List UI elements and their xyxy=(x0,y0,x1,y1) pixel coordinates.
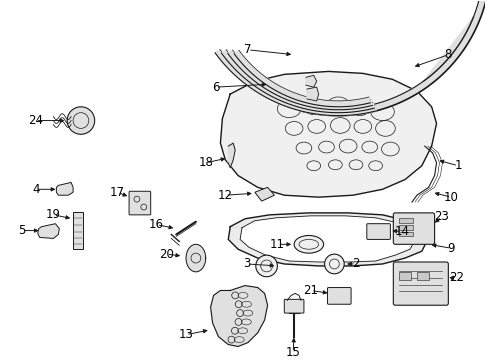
Text: 23: 23 xyxy=(433,210,448,223)
Bar xyxy=(398,218,412,223)
Text: 17: 17 xyxy=(110,186,124,199)
Polygon shape xyxy=(56,183,73,195)
Text: 20: 20 xyxy=(159,248,174,261)
Text: 5: 5 xyxy=(18,224,26,237)
Polygon shape xyxy=(227,50,371,110)
FancyBboxPatch shape xyxy=(392,213,434,244)
Text: 24: 24 xyxy=(28,114,43,127)
Text: 16: 16 xyxy=(149,218,164,231)
Bar xyxy=(398,272,410,280)
Bar xyxy=(73,212,83,249)
Text: 4: 4 xyxy=(32,183,40,196)
Text: 15: 15 xyxy=(285,346,300,359)
FancyBboxPatch shape xyxy=(327,288,350,304)
Polygon shape xyxy=(228,143,235,168)
Bar xyxy=(416,272,428,280)
Text: 2: 2 xyxy=(351,257,359,270)
Text: 19: 19 xyxy=(46,208,61,221)
FancyBboxPatch shape xyxy=(129,191,150,215)
FancyBboxPatch shape xyxy=(366,224,389,239)
Ellipse shape xyxy=(293,235,323,253)
FancyBboxPatch shape xyxy=(392,262,447,305)
Polygon shape xyxy=(300,0,485,116)
Text: 21: 21 xyxy=(303,284,318,297)
Text: 13: 13 xyxy=(178,328,193,341)
Polygon shape xyxy=(228,213,426,266)
Polygon shape xyxy=(221,50,373,113)
Text: 12: 12 xyxy=(217,189,232,202)
Circle shape xyxy=(255,255,277,277)
Text: 3: 3 xyxy=(243,257,250,270)
FancyBboxPatch shape xyxy=(284,299,304,313)
Polygon shape xyxy=(306,87,318,101)
Polygon shape xyxy=(254,187,274,201)
Polygon shape xyxy=(210,285,267,346)
Polygon shape xyxy=(186,244,205,272)
Text: 11: 11 xyxy=(269,238,285,251)
Polygon shape xyxy=(423,17,472,81)
Text: 1: 1 xyxy=(453,159,461,172)
Bar xyxy=(398,231,412,237)
Text: 6: 6 xyxy=(211,81,219,94)
Circle shape xyxy=(324,254,344,274)
Text: 18: 18 xyxy=(198,156,213,169)
Text: 14: 14 xyxy=(394,225,409,238)
Text: 22: 22 xyxy=(448,271,463,284)
Text: 7: 7 xyxy=(244,43,251,56)
Bar xyxy=(398,225,412,230)
Polygon shape xyxy=(38,224,59,238)
Text: 9: 9 xyxy=(447,242,454,255)
Text: 8: 8 xyxy=(444,48,451,61)
Circle shape xyxy=(67,107,95,134)
Polygon shape xyxy=(305,75,316,87)
Polygon shape xyxy=(234,50,369,107)
Polygon shape xyxy=(215,49,375,116)
Text: 10: 10 xyxy=(443,191,458,204)
Polygon shape xyxy=(220,71,436,197)
